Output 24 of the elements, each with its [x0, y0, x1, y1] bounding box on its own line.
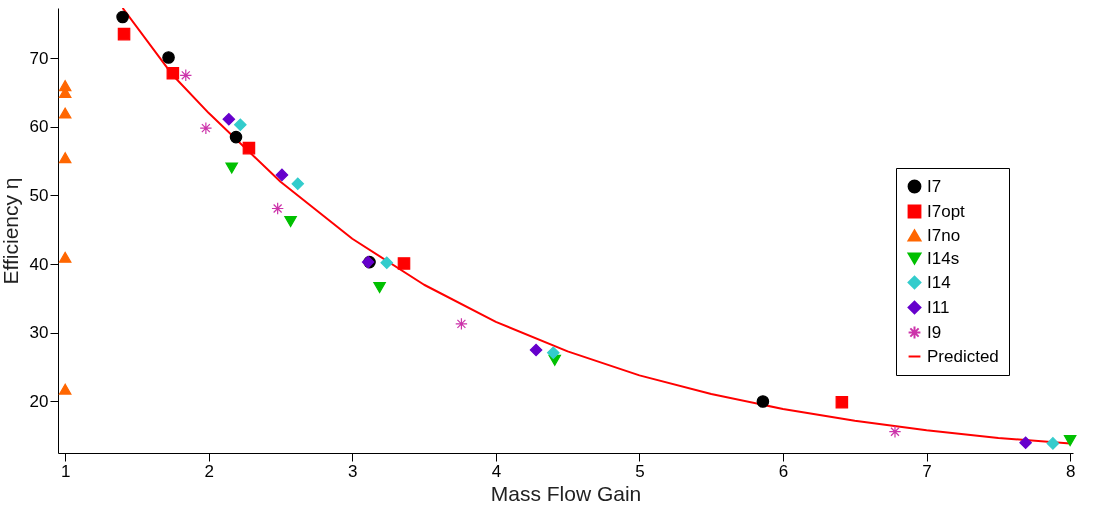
- legend-label: I14: [927, 272, 951, 292]
- legend-label: I7: [927, 176, 942, 196]
- y-tick-label: 20: [29, 392, 49, 411]
- y-tick-label: 50: [29, 185, 49, 205]
- legend-label: I11: [927, 297, 950, 317]
- legend-label: I14s: [927, 248, 960, 268]
- x-tick-label: 8: [1065, 461, 1076, 481]
- y-tick-label: 40: [29, 254, 49, 274]
- x-tick-label: 5: [635, 461, 645, 481]
- x-axis-title: Mass Flow Gain: [490, 481, 642, 505]
- legend-label: I7no: [927, 225, 961, 245]
- x-tick-label: 7: [922, 461, 932, 481]
- y-tick-label: 30: [29, 323, 49, 343]
- x-tick-label: 6: [778, 461, 789, 481]
- legend-label: I7opt: [927, 201, 966, 221]
- legend-label: I9: [927, 322, 942, 342]
- x-tick-label: 1: [60, 461, 71, 481]
- y-tick-label: 60: [29, 117, 49, 137]
- x-tick-label: 2: [204, 461, 214, 481]
- y-tick-label: 70: [29, 48, 49, 68]
- legend-label: Predicted: [927, 346, 999, 366]
- x-tick-label: 3: [348, 461, 358, 481]
- x-tick-label: 4: [491, 461, 502, 481]
- y-axis-title: Efficiency η: [0, 177, 22, 285]
